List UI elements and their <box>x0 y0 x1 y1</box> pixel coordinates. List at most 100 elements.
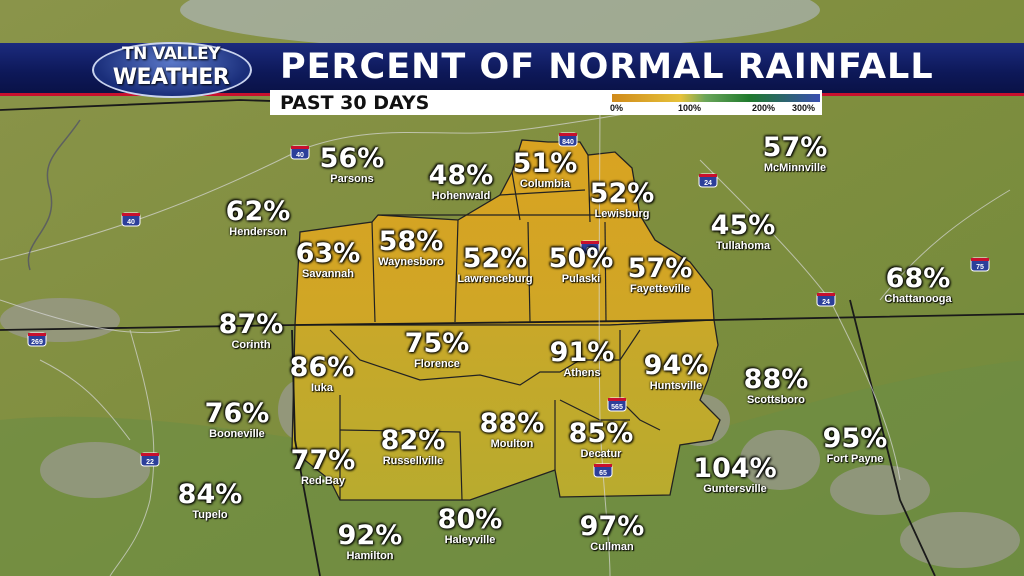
rainfall-percent: 95% <box>822 423 888 454</box>
rainfall-percent: 84% <box>177 479 243 510</box>
city-dot <box>350 177 354 181</box>
rainfall-percent: 48% <box>428 160 494 191</box>
interstate-shield: 65 <box>580 240 600 255</box>
logo-line2: WEATHER <box>112 65 230 90</box>
city-hamilton: 92% Hamilton <box>338 522 403 563</box>
rainfall-percent: 51% <box>512 148 578 179</box>
rainfall-percent: 104% <box>693 453 777 484</box>
city-fayetteville: 57% Fayetteville <box>627 253 693 296</box>
interstate-shield: 24 <box>816 292 836 307</box>
city-pulaski: 50% Pulaski <box>548 243 614 286</box>
rainfall-percent: 58% <box>378 226 444 257</box>
rainfall-percent: 91% <box>549 337 615 368</box>
city-name: Parsons <box>330 173 374 185</box>
city-dot <box>774 398 778 402</box>
interstate-shield: 840 <box>558 132 578 147</box>
city-name: Florence <box>414 358 460 370</box>
city-lewisburg: 52% Lewisburg <box>590 180 655 221</box>
city-booneville: 76% Booneville <box>205 400 270 441</box>
svg-text:24: 24 <box>704 180 712 187</box>
city-mcminnville: 57% McMinnville <box>762 132 828 175</box>
city-dot <box>599 452 603 456</box>
subtitle-bar: PAST 30 DAYS 0% 100% 200% 300% <box>270 90 822 115</box>
city-name: Athens <box>563 367 601 379</box>
city-name: Chattanooga <box>884 293 952 305</box>
city-moulton: 88% Moulton <box>480 410 545 451</box>
city-dot <box>853 457 857 461</box>
rainfall-percent: 97% <box>579 511 645 542</box>
rainfall-percent: 87% <box>218 309 284 340</box>
city-dot <box>580 371 584 375</box>
city-dot <box>320 386 324 390</box>
city-name: Scottsboro <box>746 394 806 406</box>
city-chattanooga: 68% Chattanooga <box>884 263 952 306</box>
city-name: Hamilton <box>346 550 394 562</box>
rainfall-percent: 57% <box>627 253 693 284</box>
city-name: Huntsville <box>649 380 703 392</box>
city-dot <box>741 244 745 248</box>
legend-tick-200: 200% <box>752 103 776 113</box>
city-iuka: 86% Iuka <box>289 352 355 395</box>
green-region <box>0 360 1024 576</box>
svg-text:269: 269 <box>31 339 43 346</box>
rainfall-percent: 86% <box>289 352 355 383</box>
city-dot <box>620 212 624 216</box>
city-dot <box>658 287 662 291</box>
city-dot <box>674 384 678 388</box>
rainfall-percent: 88% <box>743 364 809 395</box>
rainfall-percent: 50% <box>548 243 614 274</box>
city-henderson: 62% Henderson <box>225 196 291 239</box>
rainfall-percent: 68% <box>885 263 951 294</box>
city-waynesboro: 58% Waynesboro <box>378 226 444 269</box>
interstate-shield: 565 <box>607 397 627 412</box>
legend-tick-100: 100% <box>678 103 702 113</box>
city-name: Columbia <box>519 178 571 190</box>
city-dot <box>435 362 439 366</box>
rainfall-percent: 45% <box>710 210 776 241</box>
city-dots <box>208 166 920 558</box>
city-florence: 75% Florence <box>404 328 470 371</box>
city-dot <box>510 442 514 446</box>
city-name: Fayetteville <box>630 283 690 295</box>
rainfall-percent: 62% <box>225 196 291 227</box>
svg-text:24: 24 <box>822 299 830 306</box>
city-name: Booneville <box>209 428 265 440</box>
city-russellville: 82% Russellville <box>380 425 446 468</box>
city-name: Lawrenceburg <box>457 273 533 285</box>
rainfall-percent: 94% <box>643 350 709 381</box>
city-dot <box>409 260 413 264</box>
legend-tick-0: 0% <box>610 103 624 113</box>
city-dot <box>368 554 372 558</box>
color-scale-legend <box>612 94 820 102</box>
svg-text:40: 40 <box>127 219 135 226</box>
city-guntersville: 104% Guntersville <box>693 453 777 496</box>
city-parsons: 56% Parsons <box>320 145 385 186</box>
rainfall-percent: 82% <box>380 425 446 456</box>
svg-text:75: 75 <box>976 264 984 271</box>
svg-text:840: 840 <box>562 139 574 146</box>
city-name: Lewisburg <box>594 208 650 220</box>
city-dot <box>256 230 260 234</box>
city-red-bay: 77% Red Bay <box>290 445 356 488</box>
rainfall-percent: 77% <box>290 445 356 476</box>
rainfall-percent: 75% <box>404 328 470 359</box>
page-title: PERCENT OF NORMAL RAINFALL <box>280 47 934 87</box>
interstate-shield: 24 <box>698 173 718 188</box>
rainfall-percent: 57% <box>762 132 828 163</box>
city-name: Red Bay <box>300 475 346 487</box>
city-name: Haleyville <box>444 534 496 546</box>
city-name: Tullahoma <box>715 240 771 252</box>
city-scottsboro: 88% Scottsboro <box>743 364 809 407</box>
svg-text:65: 65 <box>599 470 607 477</box>
svg-text:565: 565 <box>611 404 623 411</box>
city-haleyville: 80% Haleyville <box>438 506 503 547</box>
city-hohenwald: 48% Hohenwald <box>428 160 494 203</box>
city-dot <box>543 182 547 186</box>
top-haze <box>180 0 820 50</box>
city-dot <box>208 513 212 517</box>
city-name: Iuka <box>310 382 334 394</box>
city-corinth: 87% Corinth <box>218 309 284 352</box>
city-dot <box>733 487 737 491</box>
city-columbia: 51% Columbia <box>512 148 578 191</box>
interstate-shield: 65 <box>593 463 613 478</box>
